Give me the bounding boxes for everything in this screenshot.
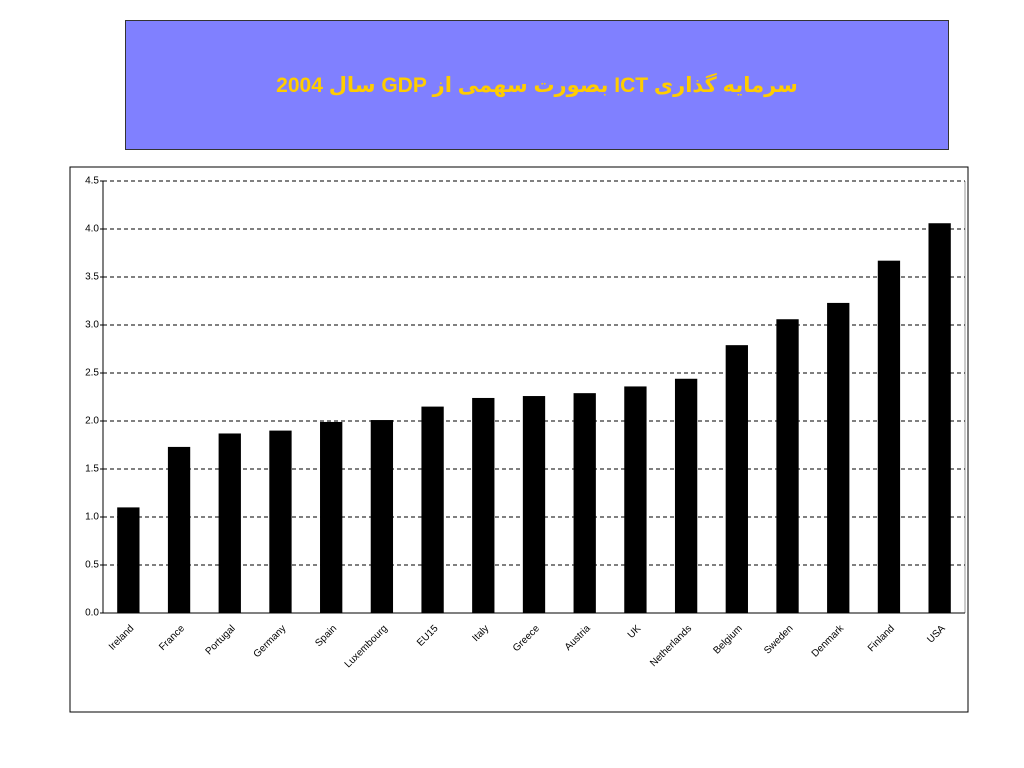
y-tick-label: 2.0 — [85, 416, 99, 427]
bar — [573, 393, 596, 613]
y-tick-label: 2.5 — [85, 368, 99, 379]
bar — [776, 319, 799, 613]
y-tick-label: 0.5 — [85, 560, 99, 571]
bar — [522, 396, 546, 613]
y-tick-label: 1.5 — [85, 464, 99, 475]
bar — [421, 406, 444, 613]
chart-title: سرمایه گذاری ICT بصورت سهمی از GDP سال 2… — [276, 73, 798, 97]
bar — [877, 260, 901, 613]
bar — [624, 386, 647, 613]
y-tick-label: 3.0 — [85, 320, 99, 331]
bar — [674, 378, 698, 613]
bar — [370, 420, 394, 613]
y-tick-label: 1.0 — [85, 512, 99, 523]
title-box: سرمایه گذاری ICT بصورت سهمی از GDP سال 2… — [125, 20, 949, 150]
y-tick-label: 4.0 — [85, 224, 99, 235]
bar — [472, 397, 495, 613]
y-tick-label: 3.5 — [85, 272, 99, 283]
bar — [269, 430, 292, 613]
bar — [117, 507, 140, 613]
bar — [167, 446, 191, 613]
y-tick-label: 4.5 — [85, 176, 99, 187]
y-tick-label: 0.0 — [85, 608, 99, 619]
bar — [320, 421, 343, 613]
bar — [928, 223, 951, 614]
bar — [218, 433, 241, 613]
bar — [725, 345, 748, 613]
bar — [827, 302, 850, 613]
